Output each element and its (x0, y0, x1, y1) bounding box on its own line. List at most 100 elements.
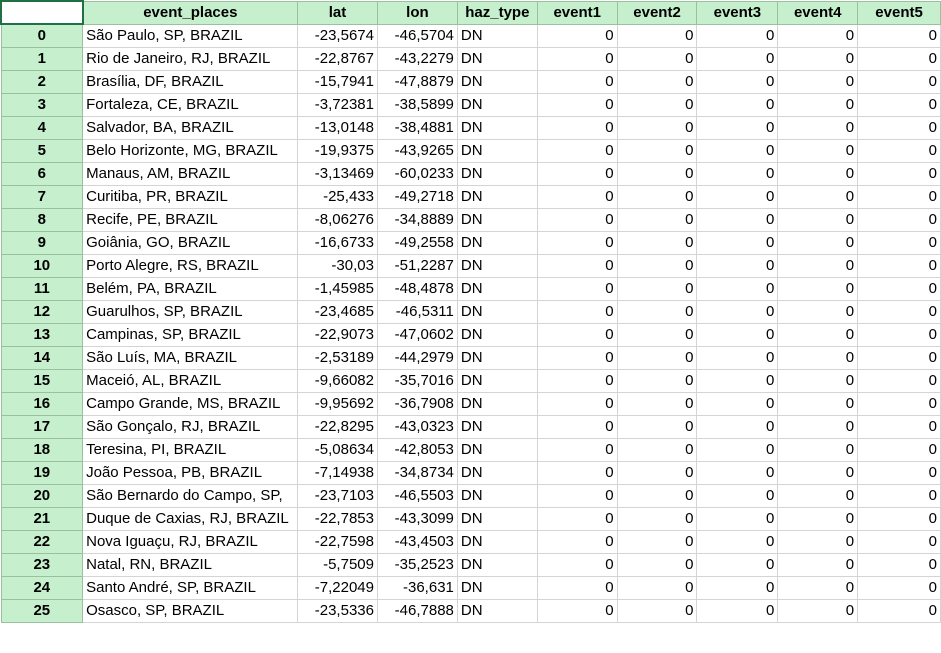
event3-cell[interactable]: 0 (696, 69, 779, 94)
event2-cell[interactable]: 0 (616, 253, 698, 278)
event3-cell[interactable]: 0 (696, 414, 779, 439)
event1-cell[interactable]: 0 (536, 506, 618, 531)
event2-cell[interactable]: 0 (616, 69, 698, 94)
event2-cell[interactable]: 0 (616, 184, 698, 209)
lon-cell[interactable]: -43,2279 (376, 46, 458, 71)
event2-cell[interactable]: 0 (616, 23, 698, 48)
lon-cell[interactable]: -35,7016 (376, 368, 458, 393)
row-index-cell[interactable]: 14 (0, 345, 84, 370)
haz-type-cell[interactable]: DN (456, 598, 538, 623)
event2-cell[interactable]: 0 (616, 368, 698, 393)
event3-cell[interactable]: 0 (696, 92, 779, 117)
event5-cell[interactable]: 0 (857, 115, 941, 140)
event4-cell[interactable]: 0 (777, 161, 859, 186)
row-index-cell[interactable]: 21 (0, 506, 84, 531)
event3-cell[interactable]: 0 (696, 598, 779, 623)
haz-type-cell[interactable]: DN (456, 253, 538, 278)
event-place-cell[interactable]: Recife, PE, BRAZIL (82, 207, 299, 232)
haz-type-cell[interactable]: DN (456, 161, 538, 186)
event5-cell[interactable]: 0 (857, 69, 941, 94)
row-index-cell[interactable]: 23 (0, 552, 84, 577)
event-place-cell[interactable]: Nova Iguaçu, RJ, BRAZIL (82, 529, 299, 554)
lat-cell[interactable]: -9,66082 (297, 368, 378, 393)
haz-type-cell[interactable]: DN (456, 529, 538, 554)
event2-cell[interactable]: 0 (616, 207, 698, 232)
event3-cell[interactable]: 0 (696, 460, 779, 485)
lon-cell[interactable]: -49,2718 (376, 184, 458, 209)
event5-cell[interactable]: 0 (857, 322, 941, 347)
event2-cell[interactable]: 0 (616, 138, 698, 163)
lat-cell[interactable]: -5,08634 (297, 437, 378, 462)
event2-cell[interactable]: 0 (616, 46, 698, 71)
event2-cell[interactable]: 0 (616, 345, 698, 370)
row-index-cell[interactable]: 17 (0, 414, 84, 439)
lat-cell[interactable]: -23,5674 (297, 23, 378, 48)
event5-cell[interactable]: 0 (857, 92, 941, 117)
event4-cell[interactable]: 0 (777, 460, 859, 485)
haz-type-cell[interactable]: DN (456, 391, 538, 416)
event5-cell[interactable]: 0 (857, 529, 941, 554)
event-place-cell[interactable]: João Pessoa, PB, BRAZIL (82, 460, 299, 485)
row-index-cell[interactable]: 15 (0, 368, 84, 393)
row-index-cell[interactable]: 3 (0, 92, 84, 117)
row-index-cell[interactable]: 6 (0, 161, 84, 186)
event1-cell[interactable]: 0 (536, 138, 618, 163)
lat-cell[interactable]: -7,14938 (297, 460, 378, 485)
column-header-haz-type[interactable]: haz_type (456, 0, 538, 25)
lon-cell[interactable]: -48,4878 (376, 276, 458, 301)
event2-cell[interactable]: 0 (616, 598, 698, 623)
event3-cell[interactable]: 0 (696, 23, 779, 48)
event4-cell[interactable]: 0 (777, 184, 859, 209)
lat-cell[interactable]: -23,4685 (297, 299, 378, 324)
event-place-cell[interactable]: Brasília, DF, BRAZIL (82, 69, 299, 94)
event5-cell[interactable]: 0 (857, 437, 941, 462)
event-place-cell[interactable]: Belo Horizonte, MG, BRAZIL (82, 138, 299, 163)
event-place-cell[interactable]: Campo Grande, MS, BRAZIL (82, 391, 299, 416)
event3-cell[interactable]: 0 (696, 575, 779, 600)
haz-type-cell[interactable]: DN (456, 368, 538, 393)
event4-cell[interactable]: 0 (777, 322, 859, 347)
lon-cell[interactable]: -34,8889 (376, 207, 458, 232)
event3-cell[interactable]: 0 (696, 437, 779, 462)
event5-cell[interactable]: 0 (857, 276, 941, 301)
lat-cell[interactable]: -3,13469 (297, 161, 378, 186)
lon-cell[interactable]: -42,8053 (376, 437, 458, 462)
event4-cell[interactable]: 0 (777, 529, 859, 554)
event3-cell[interactable]: 0 (696, 299, 779, 324)
event5-cell[interactable]: 0 (857, 575, 941, 600)
event5-cell[interactable]: 0 (857, 414, 941, 439)
event1-cell[interactable]: 0 (536, 552, 618, 577)
event2-cell[interactable]: 0 (616, 299, 698, 324)
event1-cell[interactable]: 0 (536, 115, 618, 140)
lat-cell[interactable]: -22,9073 (297, 322, 378, 347)
event2-cell[interactable]: 0 (616, 506, 698, 531)
event-place-cell[interactable]: São Luís, MA, BRAZIL (82, 345, 299, 370)
event3-cell[interactable]: 0 (696, 115, 779, 140)
row-index-cell[interactable]: 5 (0, 138, 84, 163)
event3-cell[interactable]: 0 (696, 391, 779, 416)
haz-type-cell[interactable]: DN (456, 506, 538, 531)
event1-cell[interactable]: 0 (536, 529, 618, 554)
lat-cell[interactable]: -22,7853 (297, 506, 378, 531)
event4-cell[interactable]: 0 (777, 92, 859, 117)
event2-cell[interactable]: 0 (616, 322, 698, 347)
event4-cell[interactable]: 0 (777, 46, 859, 71)
event4-cell[interactable]: 0 (777, 138, 859, 163)
lon-cell[interactable]: -38,4881 (376, 115, 458, 140)
lon-cell[interactable]: -43,4503 (376, 529, 458, 554)
event3-cell[interactable]: 0 (696, 46, 779, 71)
event4-cell[interactable]: 0 (777, 299, 859, 324)
event-place-cell[interactable]: Fortaleza, CE, BRAZIL (82, 92, 299, 117)
haz-type-cell[interactable]: DN (456, 115, 538, 140)
lon-cell[interactable]: -49,2558 (376, 230, 458, 255)
event4-cell[interactable]: 0 (777, 483, 859, 508)
haz-type-cell[interactable]: DN (456, 23, 538, 48)
event5-cell[interactable]: 0 (857, 460, 941, 485)
event4-cell[interactable]: 0 (777, 69, 859, 94)
haz-type-cell[interactable]: DN (456, 276, 538, 301)
event2-cell[interactable]: 0 (616, 276, 698, 301)
event-place-cell[interactable]: São Gonçalo, RJ, BRAZIL (82, 414, 299, 439)
event2-cell[interactable]: 0 (616, 115, 698, 140)
event5-cell[interactable]: 0 (857, 299, 941, 324)
event2-cell[interactable]: 0 (616, 92, 698, 117)
